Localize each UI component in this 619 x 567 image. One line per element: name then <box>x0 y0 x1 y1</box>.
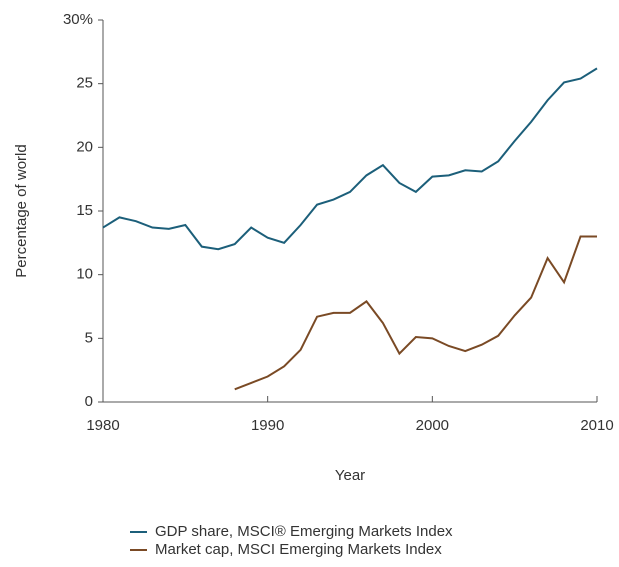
y-tick-label: 25 <box>76 75 93 92</box>
series-line <box>102 67 598 251</box>
x-tick-label: 2010 <box>580 417 613 434</box>
y-tick-label: 15 <box>76 202 93 219</box>
legend-label: Market cap, MSCI Emerging Markets Index <box>155 541 442 558</box>
x-axis-label: Year <box>335 467 365 484</box>
y-tick-label: 0 <box>85 393 93 410</box>
legend-label: GDP share, MSCI® Emerging Markets Index <box>155 523 453 540</box>
x-tick-label: 1990 <box>251 417 284 434</box>
y-tick-label: 20 <box>76 138 93 155</box>
y-tick-label: 5 <box>85 329 93 346</box>
y-tick-label: 30% <box>63 11 93 28</box>
x-tick-label: 2000 <box>416 417 449 434</box>
y-tick-label: 10 <box>76 266 93 283</box>
series-line <box>234 235 597 391</box>
y-axis-label: Percentage of world <box>13 144 30 277</box>
x-tick-label: 1980 <box>86 417 119 434</box>
